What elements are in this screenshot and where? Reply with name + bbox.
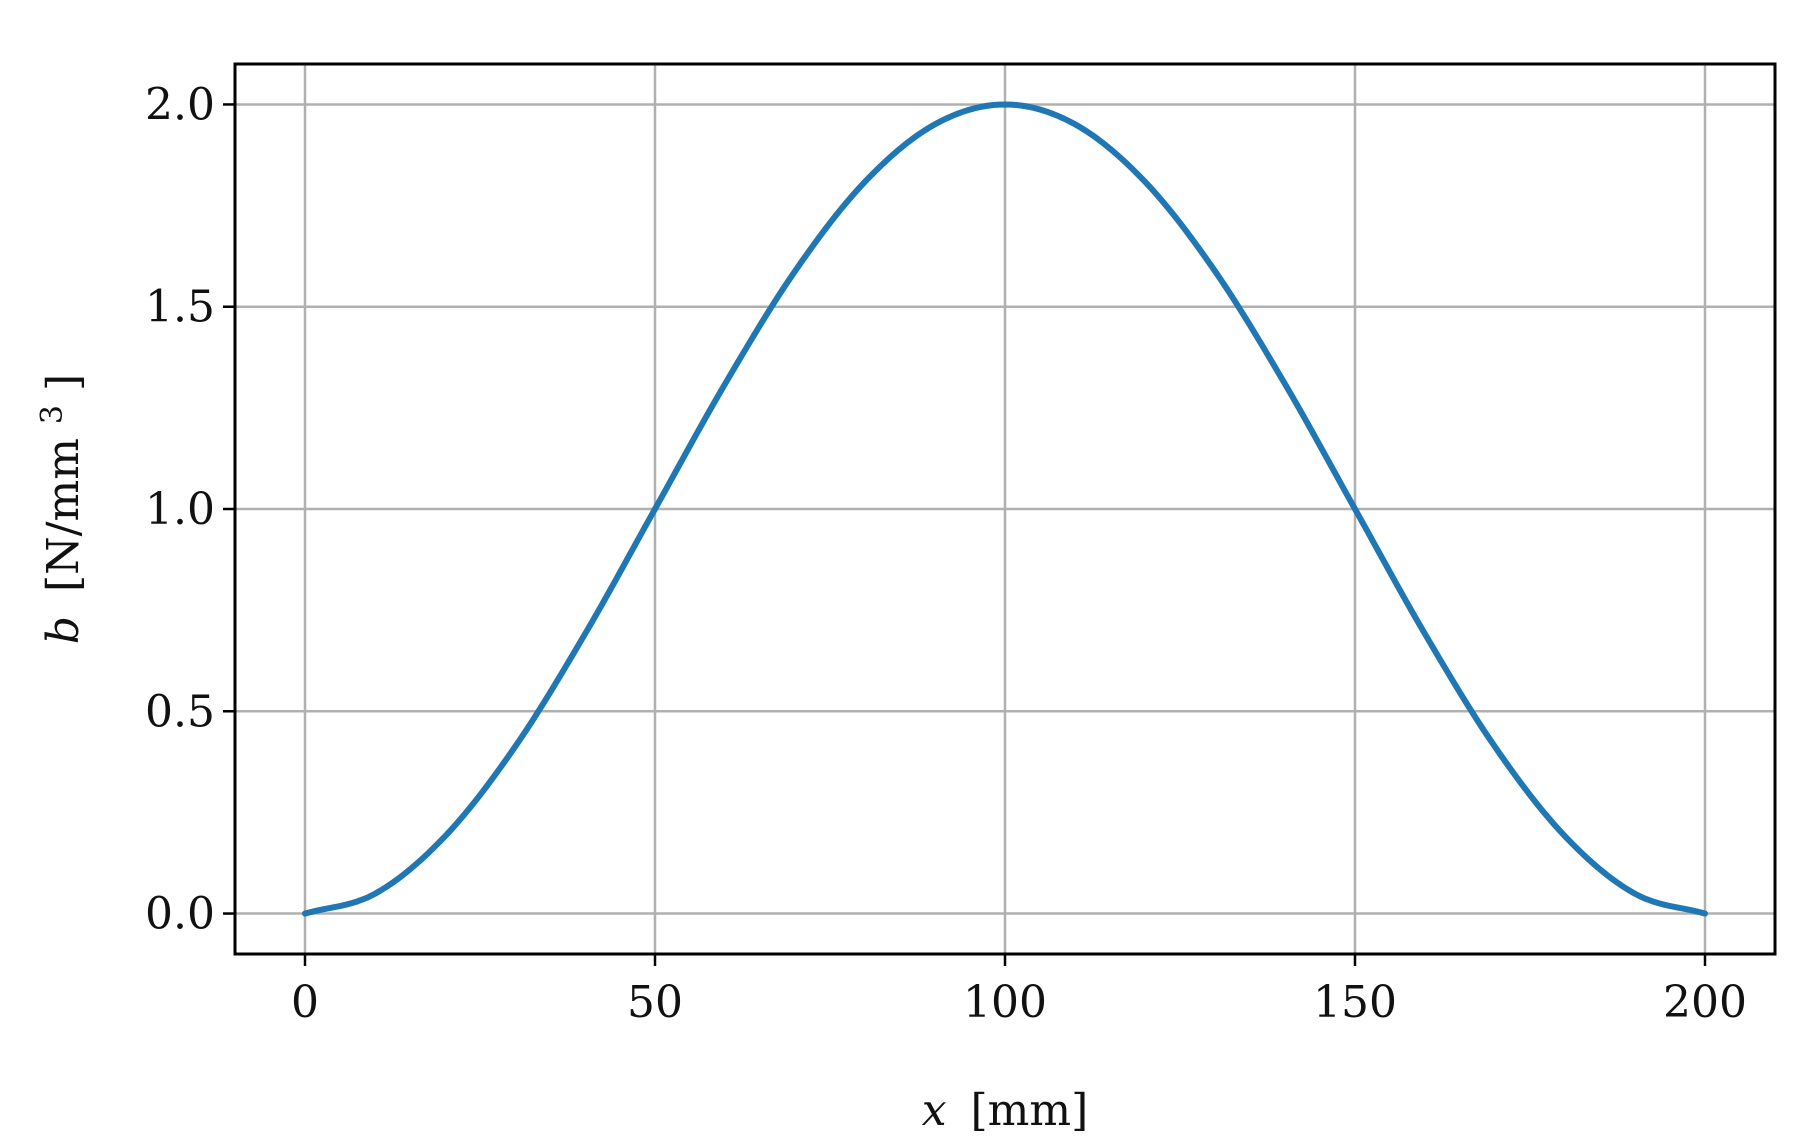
- series-line: [302, 101, 1708, 917]
- y-axis-label-unit-close: ]: [38, 374, 89, 391]
- y-tick-label: 0.5: [145, 686, 215, 737]
- x-tick-label: 100: [963, 977, 1047, 1028]
- x-axis-label-var: x: [922, 1085, 947, 1136]
- x-axis-label-unit: [mm]: [971, 1085, 1089, 1136]
- y-tick-label: 0.0: [145, 889, 215, 940]
- series-layer: [302, 101, 1708, 917]
- y-axis-label: b [N/mm 3 ]: [22, 374, 89, 644]
- y-tick-label: 1.5: [145, 282, 215, 333]
- y-axis-label-var: b: [38, 616, 89, 644]
- y-axis-label-unit-sup: 3: [35, 405, 70, 424]
- ticks: 0 50 100 150 200 0.0 0.5 1.0 1.5 2.0: [145, 79, 1747, 1028]
- y-tick-label: 2.0: [145, 79, 215, 130]
- y-axis-label-unit: [N/mm: [38, 438, 89, 592]
- x-tick-label: 150: [1313, 977, 1397, 1028]
- x-tick-label: 50: [627, 977, 683, 1028]
- y-tick-label: 1.0: [145, 484, 215, 535]
- x-axis-label: x [mm]: [922, 1085, 1089, 1136]
- grid: [235, 64, 1775, 954]
- x-tick-label: 200: [1663, 977, 1747, 1028]
- x-tick-label: 0: [291, 977, 319, 1028]
